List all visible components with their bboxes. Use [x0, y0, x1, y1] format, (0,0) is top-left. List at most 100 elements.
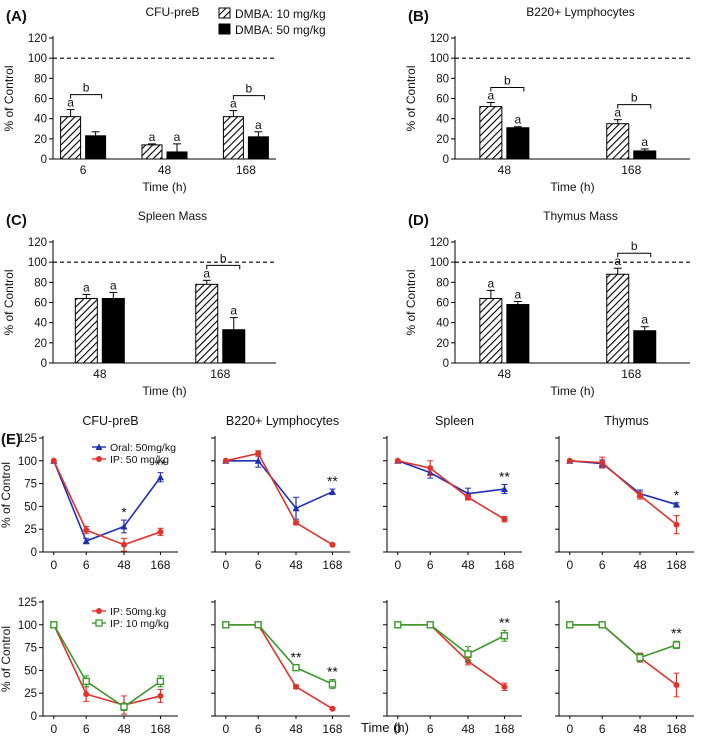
panel-label: (B) [408, 8, 429, 25]
significance-label: a [149, 130, 156, 144]
y-axis-label: % of Control [0, 626, 13, 692]
data-point [83, 691, 90, 698]
x-axis-label: Time (h) [550, 180, 594, 194]
significance-star: ** [327, 473, 338, 489]
y-tick-label: 80 [34, 277, 47, 289]
chart-title: B220+ Lymphocytes [526, 5, 635, 19]
line-panel-2: Spleen 0 6 48 168 ** [383, 414, 522, 572]
y-axis-label: % of Control [404, 269, 418, 335]
x-tick-label: 48 [117, 722, 131, 736]
x-tick-label: 168 [322, 558, 342, 572]
legend-marker [96, 456, 102, 462]
y-tick-label: 40 [34, 318, 47, 330]
x-tick-label: 168 [322, 722, 342, 736]
data-point [636, 653, 644, 662]
significance-label: a [488, 89, 495, 103]
y-axis-label: % of Control [2, 269, 16, 335]
y-tick-label: 75 [24, 479, 37, 491]
significance-star: ** [291, 649, 302, 665]
x-tick-label: 168 [666, 722, 686, 736]
y-tick-label: 75 [24, 643, 37, 655]
x-axis-label: Time (h) [142, 180, 186, 194]
data-point [501, 516, 508, 523]
x-tick-label: 168 [621, 367, 641, 381]
x-tick-label: 0 [222, 558, 229, 572]
significance-label: a [255, 118, 262, 132]
x-tick-label: 48 [461, 722, 475, 736]
data-point [83, 527, 90, 534]
data-point [82, 677, 90, 686]
bracket [617, 252, 652, 258]
chart-title: CFU-preB [82, 414, 138, 428]
data-point [222, 457, 229, 464]
bar-hatched [195, 283, 219, 364]
x-tick-label: 0 [566, 722, 573, 736]
y-axis-label: % of Control [2, 65, 16, 131]
y-tick-label: 0 [41, 154, 47, 166]
significance-star: ** [327, 664, 338, 680]
x-tick-label: 48 [498, 367, 512, 381]
line-panel-6: 0 6 48 168 ** [383, 600, 522, 736]
data-point [328, 488, 336, 495]
significance-label: a [203, 266, 210, 280]
y-tick-label: 100 [18, 620, 37, 632]
y-tick-label: 50 [24, 665, 37, 677]
x-tick-label: 48 [461, 558, 475, 572]
x-tick-label: 6 [427, 558, 434, 572]
x-tick-label: 0 [50, 558, 57, 572]
x-tick-label: 6 [80, 163, 87, 177]
y-tick-label: 0 [41, 358, 47, 370]
panel-label: (D) [408, 212, 429, 229]
bar-hatched [60, 116, 82, 160]
bar-hatched [606, 273, 630, 364]
bracket-label: b [246, 82, 253, 96]
chart-title: Thymus Mass [543, 209, 618, 223]
series-line [397, 623, 505, 655]
y-tick-label: 20 [436, 134, 449, 146]
bar-panel-1: (B) B220+ Lymphocytes 0 20 40 60 80 100 120 % of … [404, 5, 690, 194]
y-tick-label: 20 [436, 338, 449, 350]
bar-solid [633, 330, 657, 364]
bracket [490, 87, 525, 92]
data-point [426, 621, 434, 629]
series-line [225, 452, 333, 546]
x-tick-label: 48 [158, 163, 172, 177]
series-line [569, 460, 677, 506]
bar-hatched [141, 144, 163, 160]
y-axis-label: % of Control [0, 462, 13, 528]
y-tick-label: 80 [436, 73, 449, 85]
bracket [232, 95, 265, 100]
x-axis-label: Time (h) [550, 384, 594, 398]
x-tick-label: 6 [599, 722, 606, 736]
y-tick-label: 0 [443, 358, 449, 370]
bracket [206, 264, 241, 270]
bracket [617, 104, 652, 109]
x-tick-label: 6 [255, 722, 262, 736]
series-line [53, 460, 161, 546]
significance-label: a [110, 278, 117, 292]
bar-solid [166, 151, 188, 160]
e-shared-xlabel: Time (h) [361, 720, 409, 735]
y-tick-label: 120 [430, 237, 449, 249]
bracket [70, 94, 103, 99]
bracket-label: b [631, 91, 638, 105]
bar-solid [247, 136, 269, 160]
x-tick-label: 168 [666, 558, 686, 572]
x-tick-label: 0 [394, 558, 401, 572]
bar-hatched [479, 297, 503, 364]
y-tick-label: 60 [34, 94, 47, 106]
chart-title: B220+ Lymphocytes [226, 414, 339, 428]
y-tick-label: 125 [18, 597, 37, 609]
data-point [673, 681, 680, 688]
y-tick-label: 80 [34, 73, 47, 85]
x-tick-label: 48 [289, 558, 303, 572]
significance-star: ** [499, 469, 510, 485]
bar-solid [506, 304, 530, 364]
y-tick-label: 120 [430, 33, 449, 45]
series-line [225, 623, 333, 685]
y-tick-label: 100 [430, 53, 449, 65]
line-panel-7: 0 6 48 168 ** [555, 600, 694, 736]
bracket-label: b [220, 251, 227, 265]
y-tick-label: 20 [34, 134, 47, 146]
data-point [673, 521, 680, 528]
